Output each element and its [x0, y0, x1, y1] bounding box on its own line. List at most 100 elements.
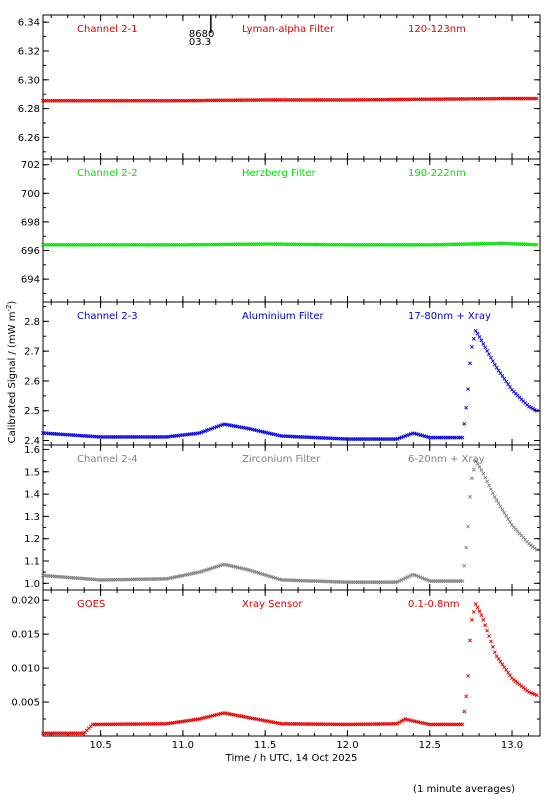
- y-tick-label: 700: [21, 189, 40, 200]
- y-axis-label: Calibrated Signal / (mW m-2): [5, 301, 18, 444]
- data-point: [460, 435, 465, 440]
- data-point: [502, 510, 507, 515]
- data-point: [473, 328, 478, 333]
- y-tick-label: 0.015: [11, 630, 40, 641]
- data-point: [490, 644, 495, 649]
- data-point: [395, 579, 400, 584]
- data-point: [498, 504, 503, 509]
- channel-label: GOES: [77, 599, 105, 610]
- data-point: [462, 709, 467, 714]
- y-tick-label: 702: [21, 160, 40, 171]
- event-marker-label-top: 8680: [189, 29, 214, 40]
- band-label: 0.1-0.8nm: [408, 599, 460, 610]
- band-label: 190-222nm: [408, 168, 466, 179]
- y-axis-label-main: Calibrated Signal / (mW m: [7, 312, 18, 444]
- y-axis-label-close: ): [7, 301, 18, 305]
- data-point: [475, 461, 480, 466]
- y-tick-label: 6.32: [18, 47, 40, 58]
- filter-label: Lyman-alpha Filter: [242, 24, 335, 35]
- data-point: [464, 694, 469, 699]
- channel-label: Channel 2-3: [77, 311, 138, 322]
- filter-label: Herzberg Filter: [242, 168, 317, 179]
- filter-label: Xray Sensor: [242, 599, 303, 610]
- data-point: [397, 579, 402, 583]
- panel-3: 2.4 2.5 2.6 2.7 2.8 Channel 2-3 Aluminium Filt…: [24, 301, 541, 447]
- y-tick-label: 2.8: [24, 317, 40, 328]
- y-tick-label: 698: [21, 217, 40, 228]
- data-point: [485, 479, 490, 484]
- data-point: [471, 336, 476, 341]
- data-point: [401, 577, 406, 582]
- data-point: [485, 628, 490, 633]
- panel-frame: [42, 14, 541, 160]
- channel-label: Channel 2-4: [77, 454, 138, 465]
- y-tick-label: 696: [21, 246, 40, 257]
- data-point: [489, 355, 493, 360]
- data-point: [500, 507, 505, 512]
- data-point: [469, 344, 474, 349]
- panel-frame: [42, 301, 541, 446]
- y-tick-label: 1.4: [24, 490, 40, 501]
- data-point: [399, 719, 404, 724]
- data-point: [483, 623, 488, 628]
- data-point: [462, 563, 467, 568]
- panel-frame: [42, 589, 541, 737]
- data-point: [492, 495, 497, 499]
- x-tick-label: 11.5: [254, 740, 276, 751]
- data-point: [494, 498, 499, 503]
- data-point: [483, 475, 488, 480]
- data-point: [494, 365, 499, 370]
- data-point: [492, 650, 497, 655]
- data-point: [468, 361, 472, 366]
- data-point: [395, 721, 400, 726]
- data-point: [492, 362, 497, 367]
- y-tick-label: 0.010: [11, 664, 40, 675]
- data-point: [490, 491, 495, 495]
- data-point: [399, 578, 404, 582]
- data-point: [506, 517, 511, 521]
- y-tick-label: 2.7: [24, 347, 40, 358]
- data-point: [534, 547, 539, 552]
- y-tick-label: 0.005: [11, 698, 40, 709]
- data-point: [489, 639, 493, 644]
- data-point: [496, 368, 501, 373]
- y-tick-label: 1.6: [24, 445, 40, 456]
- filter-label: Zirconium Filter: [242, 454, 321, 465]
- data-series: [41, 459, 539, 585]
- y-tick-label: 6.30: [18, 75, 40, 86]
- panel-4: 1.0 1.1 1.2 1.3 1.4 1.5 1.6 Channel 2-4 Zirconiu…: [24, 444, 541, 591]
- data-point: [475, 331, 480, 336]
- data-point: [527, 404, 532, 409]
- data-point: [489, 487, 493, 492]
- data-point: [504, 513, 509, 518]
- y-tick-label: 1.0: [24, 579, 40, 590]
- x-tick-label: 12.0: [336, 740, 358, 751]
- data-point: [490, 359, 495, 364]
- data-point: [468, 638, 472, 643]
- channel-label: Channel 2-1: [77, 24, 138, 35]
- data-point: [483, 345, 488, 350]
- data-point: [466, 387, 471, 392]
- data-point: [487, 634, 491, 638]
- data-point: [477, 335, 482, 339]
- y-tick-label: 1.1: [24, 557, 40, 568]
- data-point: [460, 722, 465, 727]
- data-point: [487, 352, 491, 357]
- y-tick-label: 2.5: [24, 406, 40, 417]
- data-point: [462, 421, 467, 426]
- y-tick-label: 6.28: [18, 104, 40, 115]
- data-point: [496, 656, 501, 661]
- data-point: [464, 545, 469, 550]
- y-tick-label: 694: [21, 275, 40, 286]
- data-point: [468, 494, 472, 499]
- data-series: [41, 96, 539, 103]
- x-tick-label: 10.5: [89, 740, 111, 751]
- data-point: [530, 406, 535, 411]
- y-tick-label: 1.2: [24, 534, 40, 545]
- data-point: [532, 407, 537, 412]
- data-point: [481, 617, 486, 622]
- data-series: [41, 241, 539, 247]
- data-point: [479, 468, 484, 473]
- x-tick-label: 13.0: [501, 740, 523, 751]
- x-tick-label: 11.0: [172, 740, 194, 751]
